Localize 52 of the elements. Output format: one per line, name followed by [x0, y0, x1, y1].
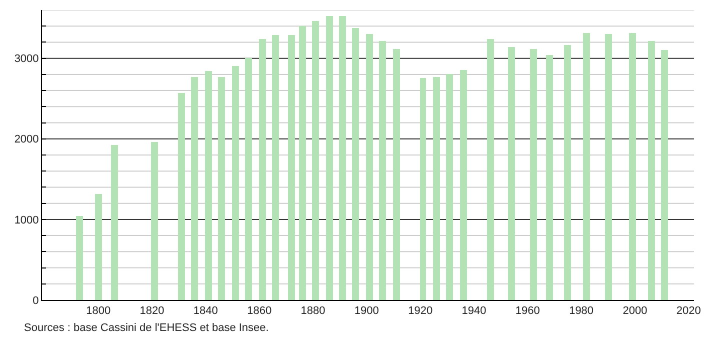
x-tick-label: 1940 [462, 305, 486, 318]
bar [420, 78, 426, 300]
bar [218, 77, 225, 300]
x-tick-label: 1880 [300, 305, 326, 318]
x-tick-label: 1960 [515, 305, 540, 318]
y-tick-label: 2000 [14, 134, 39, 146]
x-tick-label: 1820 [140, 305, 164, 318]
bar [326, 16, 333, 300]
bar [299, 26, 306, 300]
x-tick-label: 1860 [247, 305, 272, 318]
bar [379, 41, 386, 300]
y-tick-label: 1000 [14, 214, 39, 226]
bar [366, 34, 373, 300]
bar [460, 70, 467, 300]
bar [245, 58, 252, 300]
bar [205, 71, 212, 300]
bar [95, 194, 102, 300]
bar [661, 50, 668, 300]
bar [546, 55, 553, 300]
bar [151, 142, 158, 300]
bar [629, 33, 636, 300]
bar [605, 34, 612, 300]
y-tick-label: 0 [32, 294, 39, 307]
bar [76, 216, 83, 300]
bar [191, 77, 198, 300]
bar [530, 49, 537, 300]
x-tick-label: 1900 [354, 305, 379, 318]
bar [508, 47, 515, 300]
bar [178, 93, 185, 300]
bar [446, 74, 453, 300]
source-note: Sources : base Cassini de l'EHESS et base Insee. [24, 322, 269, 334]
bar [272, 35, 279, 300]
bar [393, 49, 400, 300]
bar [259, 39, 266, 300]
bar [648, 41, 655, 300]
bar [352, 28, 359, 300]
bar [312, 21, 319, 300]
y-tick-label: 3000 [14, 53, 39, 66]
x-tick-label: 1840 [193, 305, 218, 318]
bar [339, 16, 346, 300]
bar [111, 145, 118, 300]
bar [487, 39, 494, 300]
bar [583, 33, 590, 300]
bar [433, 77, 440, 300]
bar [232, 66, 239, 300]
x-tick-label: 1920 [408, 305, 433, 318]
x-tick-label: 1800 [86, 305, 111, 318]
bar [564, 45, 571, 300]
bar [288, 35, 295, 300]
x-tick-label: 1980 [569, 305, 594, 318]
x-tick-label: 2000 [622, 305, 648, 318]
x-tick-label: 2020 [676, 305, 701, 318]
